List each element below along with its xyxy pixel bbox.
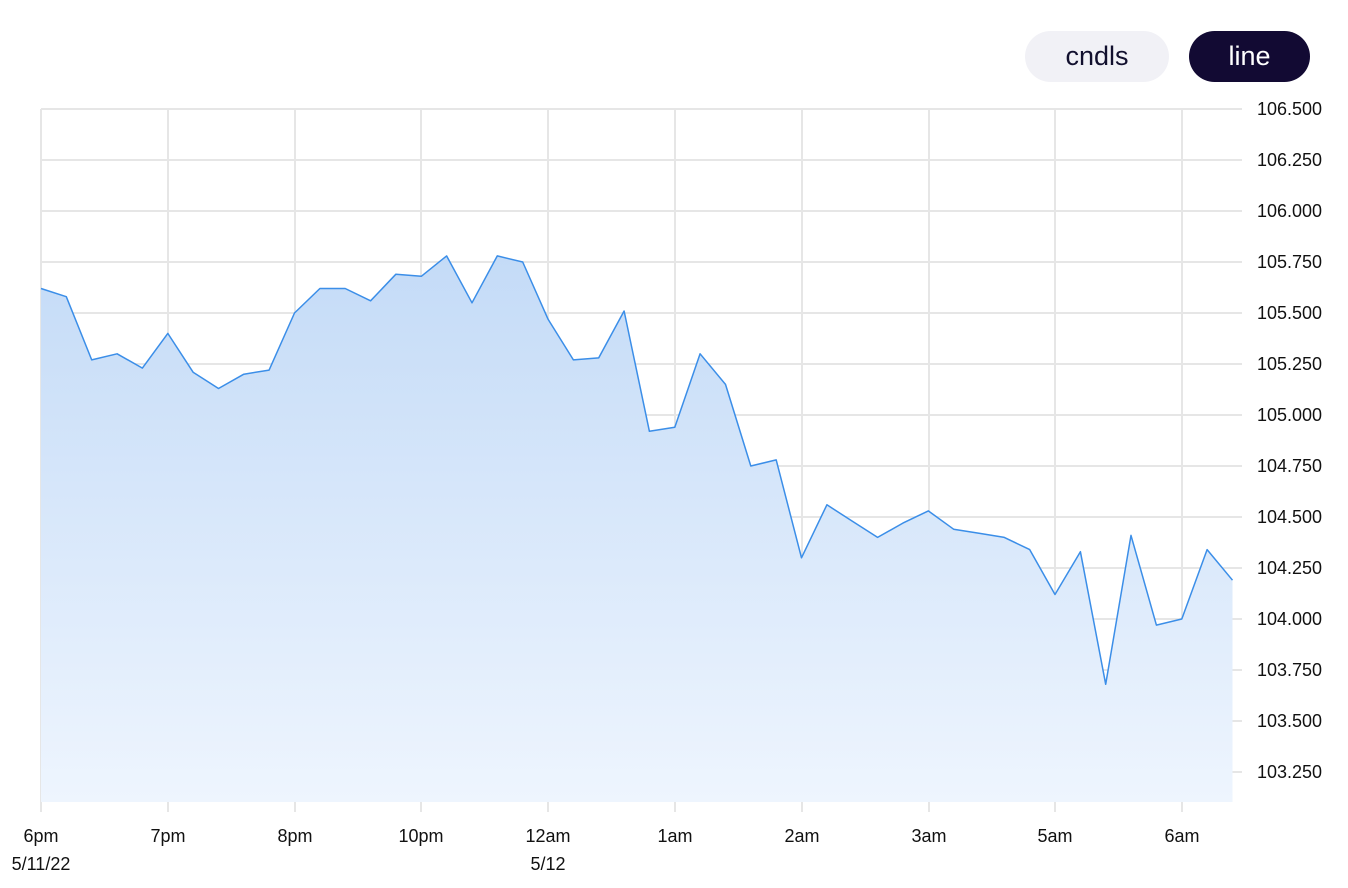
line-toggle-button[interactable]: line [1189, 31, 1310, 82]
y-tick-label: 105.750 [1257, 252, 1322, 272]
y-tick-label: 104.500 [1257, 507, 1322, 527]
x-tick-label: 5am [1037, 826, 1072, 846]
x-tick-label: 2am [784, 826, 819, 846]
y-tick-label: 105.500 [1257, 303, 1322, 323]
candles-toggle-button[interactable]: cndls [1025, 31, 1169, 82]
x-tick-label: 1am [657, 826, 692, 846]
y-axis-labels: 106.500 106.250 106.000 105.750 105.500 105.2… [1257, 99, 1322, 782]
x-tick-date-label: 5/11/22 [12, 854, 71, 874]
y-tick-label: 106.000 [1257, 201, 1322, 221]
y-tick-label: 106.250 [1257, 150, 1322, 170]
y-tick-label: 105.000 [1257, 405, 1322, 425]
y-tick-label: 103.750 [1257, 660, 1322, 680]
x-tick-label: 3am [911, 826, 946, 846]
x-tick-label: 8pm [277, 826, 312, 846]
y-tick-label: 106.500 [1257, 99, 1322, 119]
y-tick-label: 105.250 [1257, 354, 1322, 374]
x-tick-label: 12am [525, 826, 570, 846]
x-tick-date-label: 5/12 [530, 854, 565, 874]
y-tick-label: 104.750 [1257, 456, 1322, 476]
x-tick-label: 10pm [398, 826, 443, 846]
price-area [41, 255, 1233, 802]
x-tick-label: 6pm [23, 826, 58, 846]
y-tick-label: 103.250 [1257, 762, 1322, 782]
x-tick-label: 7pm [150, 826, 185, 846]
y-tick-label: 104.000 [1257, 609, 1322, 629]
x-tick-label: 6am [1164, 826, 1199, 846]
y-tick-label: 104.250 [1257, 558, 1322, 578]
y-tick-label: 103.500 [1257, 711, 1322, 731]
x-axis-labels: 6pm 5/11/22 7pm 8pm 10pm 12am 5/12 1am 2am 3am 5am… [12, 826, 1200, 874]
price-line [40, 255, 1234, 686]
